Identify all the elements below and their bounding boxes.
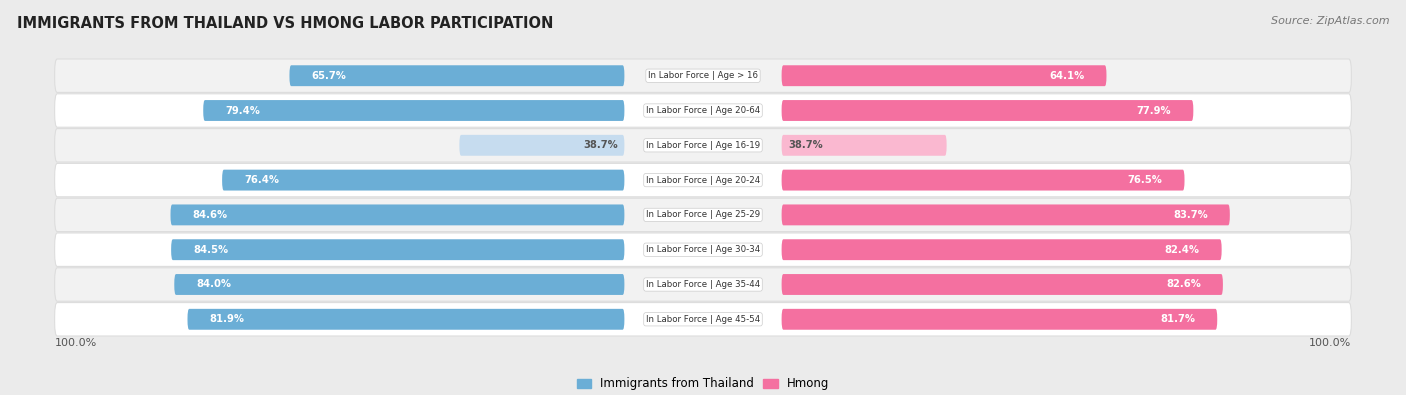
Text: In Labor Force | Age > 16: In Labor Force | Age > 16 [648,71,758,80]
FancyBboxPatch shape [782,309,1218,330]
Text: 100.0%: 100.0% [1309,338,1351,348]
FancyBboxPatch shape [170,205,624,225]
FancyBboxPatch shape [187,309,624,330]
FancyBboxPatch shape [222,170,624,190]
Text: 76.4%: 76.4% [245,175,280,185]
FancyBboxPatch shape [460,135,624,156]
Text: 79.4%: 79.4% [225,105,260,115]
FancyBboxPatch shape [55,164,1351,197]
Text: 84.0%: 84.0% [197,280,232,290]
Text: 81.9%: 81.9% [209,314,245,324]
Text: 100.0%: 100.0% [55,338,97,348]
Text: In Labor Force | Age 30-34: In Labor Force | Age 30-34 [645,245,761,254]
Text: Source: ZipAtlas.com: Source: ZipAtlas.com [1271,16,1389,26]
FancyBboxPatch shape [782,135,946,156]
Text: 82.4%: 82.4% [1164,245,1199,255]
FancyBboxPatch shape [174,274,624,295]
FancyBboxPatch shape [55,129,1351,162]
Legend: Immigrants from Thailand, Hmong: Immigrants from Thailand, Hmong [576,377,830,390]
Text: In Labor Force | Age 16-19: In Labor Force | Age 16-19 [645,141,761,150]
FancyBboxPatch shape [55,303,1351,336]
Text: In Labor Force | Age 35-44: In Labor Force | Age 35-44 [645,280,761,289]
FancyBboxPatch shape [782,100,1194,121]
FancyBboxPatch shape [55,233,1351,266]
FancyBboxPatch shape [204,100,624,121]
Text: 81.7%: 81.7% [1160,314,1195,324]
FancyBboxPatch shape [782,205,1230,225]
Text: 38.7%: 38.7% [583,140,619,150]
FancyBboxPatch shape [172,239,624,260]
Text: 77.9%: 77.9% [1136,105,1171,115]
Text: 84.6%: 84.6% [193,210,228,220]
Text: 38.7%: 38.7% [787,140,823,150]
Text: 65.7%: 65.7% [312,71,346,81]
Text: In Labor Force | Age 20-64: In Labor Force | Age 20-64 [645,106,761,115]
Text: In Labor Force | Age 20-24: In Labor Force | Age 20-24 [645,176,761,184]
Text: 84.5%: 84.5% [193,245,228,255]
Text: 82.6%: 82.6% [1166,280,1201,290]
Text: 64.1%: 64.1% [1049,71,1084,81]
FancyBboxPatch shape [55,59,1351,92]
Text: In Labor Force | Age 25-29: In Labor Force | Age 25-29 [645,211,761,219]
FancyBboxPatch shape [782,274,1223,295]
FancyBboxPatch shape [55,198,1351,231]
Text: 83.7%: 83.7% [1173,210,1208,220]
FancyBboxPatch shape [55,268,1351,301]
FancyBboxPatch shape [290,65,624,86]
FancyBboxPatch shape [782,170,1184,190]
Text: In Labor Force | Age 45-54: In Labor Force | Age 45-54 [645,315,761,324]
Text: 76.5%: 76.5% [1128,175,1163,185]
Text: IMMIGRANTS FROM THAILAND VS HMONG LABOR PARTICIPATION: IMMIGRANTS FROM THAILAND VS HMONG LABOR … [17,16,553,31]
FancyBboxPatch shape [782,65,1107,86]
FancyBboxPatch shape [55,94,1351,127]
FancyBboxPatch shape [782,239,1222,260]
